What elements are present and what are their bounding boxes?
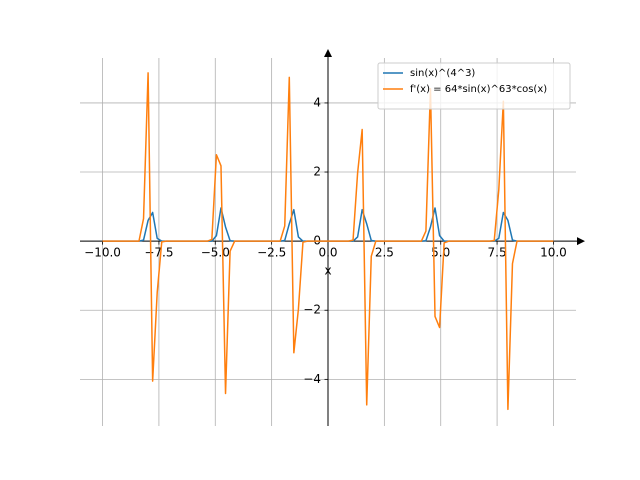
- y-tick-label: −2: [303, 303, 321, 317]
- legend-label: f'(x) = 64*sin(x)^63*cos(x): [410, 84, 547, 95]
- x-tick-label: −5.0: [201, 246, 230, 260]
- legend-label: sin(x)^(4^3): [410, 68, 475, 79]
- series-line: [102, 72, 554, 411]
- x-axis-arrow: [577, 237, 585, 246]
- y-axis-arrow: [324, 49, 332, 57]
- x-tick-label: −2.5: [257, 246, 286, 260]
- x-tick-label: 5.0: [431, 246, 450, 260]
- x-tick-label: 10.0: [540, 246, 567, 260]
- x-tick-label: 7.5: [488, 246, 507, 260]
- y-tick-label: 2: [313, 165, 321, 179]
- y-tick-label: 4: [313, 95, 321, 109]
- legend-box: [377, 62, 571, 110]
- x-tick-label: 2.5: [375, 246, 394, 260]
- x-tick-label: −7.5: [144, 246, 173, 260]
- y-tick-label: −4: [303, 372, 321, 386]
- x-tick-label: −10.0: [84, 246, 121, 260]
